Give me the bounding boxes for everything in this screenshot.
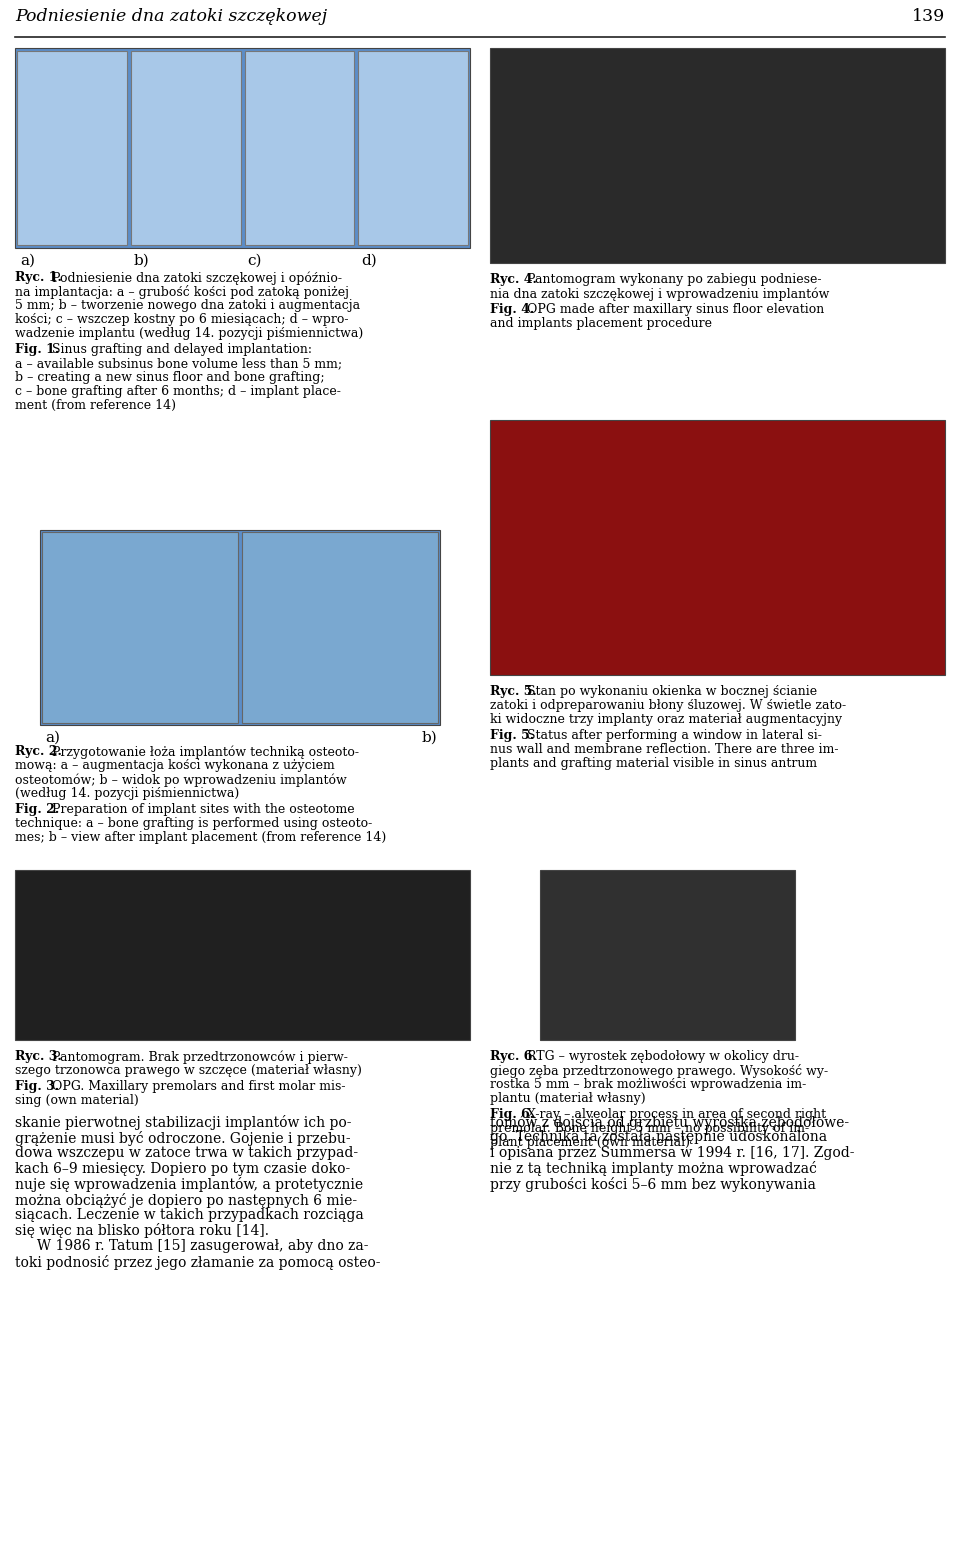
Bar xyxy=(540,870,795,1040)
Bar xyxy=(242,532,438,723)
Text: Fig. 5.: Fig. 5. xyxy=(490,730,534,742)
Text: Podniesienie dna zatoki szczękowej: Podniesienie dna zatoki szczękowej xyxy=(15,8,327,25)
Text: Preparation of implant sites with the osteotome: Preparation of implant sites with the os… xyxy=(48,803,354,815)
Text: tomów z dojścia od grzbietu wyrostka zębodołowe-: tomów z dojścia od grzbietu wyrostka zęb… xyxy=(490,1115,850,1130)
Text: Ryc. 5.: Ryc. 5. xyxy=(490,684,537,698)
Text: Ryc. 4.: Ryc. 4. xyxy=(490,273,537,285)
Bar xyxy=(40,530,440,725)
Text: Podniesienie dna zatoki szczękowej i opóźnio-: Podniesienie dna zatoki szczękowej i opó… xyxy=(48,271,342,284)
Text: b – creating a new sinus floor and bone grafting;: b – creating a new sinus floor and bone … xyxy=(15,371,324,384)
Text: (według 14. pozycji piśmiennictwa): (według 14. pozycji piśmiennictwa) xyxy=(15,787,239,800)
Text: kach 6–9 miesięcy. Dopiero po tym czasie doko-: kach 6–9 miesięcy. Dopiero po tym czasie… xyxy=(15,1161,350,1175)
Text: RTG – wyrostek zębodołowy w okolicy dru-: RTG – wyrostek zębodołowy w okolicy dru- xyxy=(523,1051,799,1063)
Text: a): a) xyxy=(20,254,35,268)
Text: mową: a – augmentacja kości wykonana z użyciem: mową: a – augmentacja kości wykonana z u… xyxy=(15,759,335,772)
Text: Fig. 3.: Fig. 3. xyxy=(15,1080,60,1093)
Text: skanie pierwotnej stabilizacji implantów ich po-: skanie pierwotnej stabilizacji implantów… xyxy=(15,1115,351,1130)
Bar xyxy=(17,51,127,245)
Text: ment (from reference 14): ment (from reference 14) xyxy=(15,399,176,412)
Text: technique: a – bone grafting is performed using osteoto-: technique: a – bone grafting is performe… xyxy=(15,817,372,829)
Text: Status after performing a window in lateral si-: Status after performing a window in late… xyxy=(523,730,822,742)
Text: OPG made after maxillary sinus floor elevation: OPG made after maxillary sinus floor ele… xyxy=(523,302,824,316)
Text: nia dna zatoki szczękowej i wprowadzeniu implantów: nia dna zatoki szczękowej i wprowadzeniu… xyxy=(490,287,829,301)
Text: osteotomów; b – widok po wprowadzeniu implantów: osteotomów; b – widok po wprowadzeniu im… xyxy=(15,773,347,786)
Bar xyxy=(245,51,354,245)
Text: plant placement (own material): plant placement (own material) xyxy=(490,1137,690,1149)
Text: rostka 5 mm – brak możliwości wprowadzenia im-: rostka 5 mm – brak możliwości wprowadzen… xyxy=(490,1077,806,1091)
Text: toki podnosić przez jego złamanie za pomocą osteo-: toki podnosić przez jego złamanie za pom… xyxy=(15,1255,380,1269)
Bar xyxy=(490,48,945,263)
Text: można obciążyć je dopiero po następnych 6 mie-: można obciążyć je dopiero po następnych … xyxy=(15,1193,357,1208)
Text: giego zęba przedtrzonowego prawego. Wysokość wy-: giego zęba przedtrzonowego prawego. Wyso… xyxy=(490,1063,828,1077)
Text: a – available subsinus bone volume less than 5 mm;: a – available subsinus bone volume less … xyxy=(15,357,342,369)
Text: plants and grafting material visible in sinus antrum: plants and grafting material visible in … xyxy=(490,758,817,770)
Text: grążenie musi być odroczone. Gojenie i przebu-: grążenie musi być odroczone. Gojenie i p… xyxy=(15,1130,350,1146)
Text: mes; b – view after implant placement (from reference 14): mes; b – view after implant placement (f… xyxy=(15,831,386,843)
Text: siącach. Leczenie w takich przypadkach rozciąga: siącach. Leczenie w takich przypadkach r… xyxy=(15,1208,364,1222)
Bar xyxy=(15,870,470,1040)
Text: a): a) xyxy=(45,731,60,745)
Text: b): b) xyxy=(422,731,438,745)
Text: Sinus grafting and delayed implantation:: Sinus grafting and delayed implantation: xyxy=(48,343,312,355)
Text: Przygotowanie łoża implantów techniką osteoto-: Przygotowanie łoża implantów techniką os… xyxy=(48,745,359,759)
Text: W 1986 r. Tatum [15] zasugerował, aby dno za-: W 1986 r. Tatum [15] zasugerował, aby dn… xyxy=(15,1239,369,1253)
Text: Fig. 4.: Fig. 4. xyxy=(490,302,535,316)
Text: b): b) xyxy=(133,254,150,268)
Text: sing (own material): sing (own material) xyxy=(15,1094,139,1107)
Bar xyxy=(131,51,241,245)
Text: Ryc. 3.: Ryc. 3. xyxy=(15,1051,61,1063)
Bar xyxy=(490,419,945,675)
Text: 5 mm; b – tworzenie nowego dna zatoki i augmentacja: 5 mm; b – tworzenie nowego dna zatoki i … xyxy=(15,299,360,312)
Text: zatoki i odpreparowaniu błony śluzowej. W świetle zato-: zatoki i odpreparowaniu błony śluzowej. … xyxy=(490,698,846,712)
Text: 139: 139 xyxy=(912,8,945,25)
Text: Ryc. 1.: Ryc. 1. xyxy=(15,271,61,284)
Text: Fig. 6.: Fig. 6. xyxy=(490,1108,534,1121)
Text: na implantacja: a – grubość kości pod zatoką poniżej: na implantacja: a – grubość kości pod za… xyxy=(15,285,349,299)
Text: Ryc. 6.: Ryc. 6. xyxy=(490,1051,537,1063)
Bar xyxy=(358,51,468,245)
Text: Fig. 2.: Fig. 2. xyxy=(15,803,60,815)
Text: szego trzonowca prawego w szczęce (materiał własny): szego trzonowca prawego w szczęce (mater… xyxy=(15,1063,362,1077)
Text: Pantomogram wykonany po zabiegu podniese-: Pantomogram wykonany po zabiegu podniese… xyxy=(523,273,821,285)
Text: X-ray – alveolar process in area of second right: X-ray – alveolar process in area of seco… xyxy=(523,1108,826,1121)
Text: Ryc. 2.: Ryc. 2. xyxy=(15,745,61,758)
Text: d): d) xyxy=(361,254,377,268)
Text: Fig. 1.: Fig. 1. xyxy=(15,343,60,355)
Text: go. Technika ta została następnie udoskonalona: go. Technika ta została następnie udosko… xyxy=(490,1130,828,1144)
Text: nuje się wprowadzenia implantów, a protetycznie: nuje się wprowadzenia implantów, a prote… xyxy=(15,1177,363,1193)
Text: c – bone grafting after 6 months; d – implant place-: c – bone grafting after 6 months; d – im… xyxy=(15,385,341,398)
Text: premolar. Bone height 5 mm – no possibility of im-: premolar. Bone height 5 mm – no possibil… xyxy=(490,1122,809,1135)
Text: nie z tą techniką implanty można wprowadzać: nie z tą techniką implanty można wprowad… xyxy=(490,1161,817,1177)
Text: plantu (materiał własny): plantu (materiał własny) xyxy=(490,1091,646,1105)
Text: nus wall and membrane reflection. There are three im-: nus wall and membrane reflection. There … xyxy=(490,744,838,756)
Text: c): c) xyxy=(248,254,262,268)
Text: dowa wszczepu w zatoce trwa w takich przypad-: dowa wszczepu w zatoce trwa w takich prz… xyxy=(15,1146,358,1160)
Text: ki widoczne trzy implanty oraz materiał augmentacyjny: ki widoczne trzy implanty oraz materiał … xyxy=(490,712,842,726)
Text: się więc na blisko półtora roku [14].: się więc na blisko półtora roku [14]. xyxy=(15,1224,269,1238)
Text: przy grubości kości 5–6 mm bez wykonywania: przy grubości kości 5–6 mm bez wykonywan… xyxy=(490,1177,816,1193)
Bar xyxy=(15,48,470,248)
Text: OPG. Maxillary premolars and first molar mis-: OPG. Maxillary premolars and first molar… xyxy=(48,1080,346,1093)
Text: Pantomogram. Brak przedtrzonowców i pierw-: Pantomogram. Brak przedtrzonowców i pier… xyxy=(48,1051,348,1063)
Text: i opisana przez Summersa w 1994 r. [16, 17]. Zgod-: i opisana przez Summersa w 1994 r. [16, … xyxy=(490,1146,854,1160)
Bar xyxy=(42,532,238,723)
Text: and implants placement procedure: and implants placement procedure xyxy=(490,316,712,331)
Text: kości; c – wszczep kostny po 6 miesiącach; d – wpro-: kości; c – wszczep kostny po 6 miesiącac… xyxy=(15,313,348,326)
Text: wadzenie implantu (według 14. pozycji piśmiennictwa): wadzenie implantu (według 14. pozycji pi… xyxy=(15,327,363,340)
Text: Stan po wykonaniu okienka w bocznej ścianie: Stan po wykonaniu okienka w bocznej ścia… xyxy=(523,684,817,698)
